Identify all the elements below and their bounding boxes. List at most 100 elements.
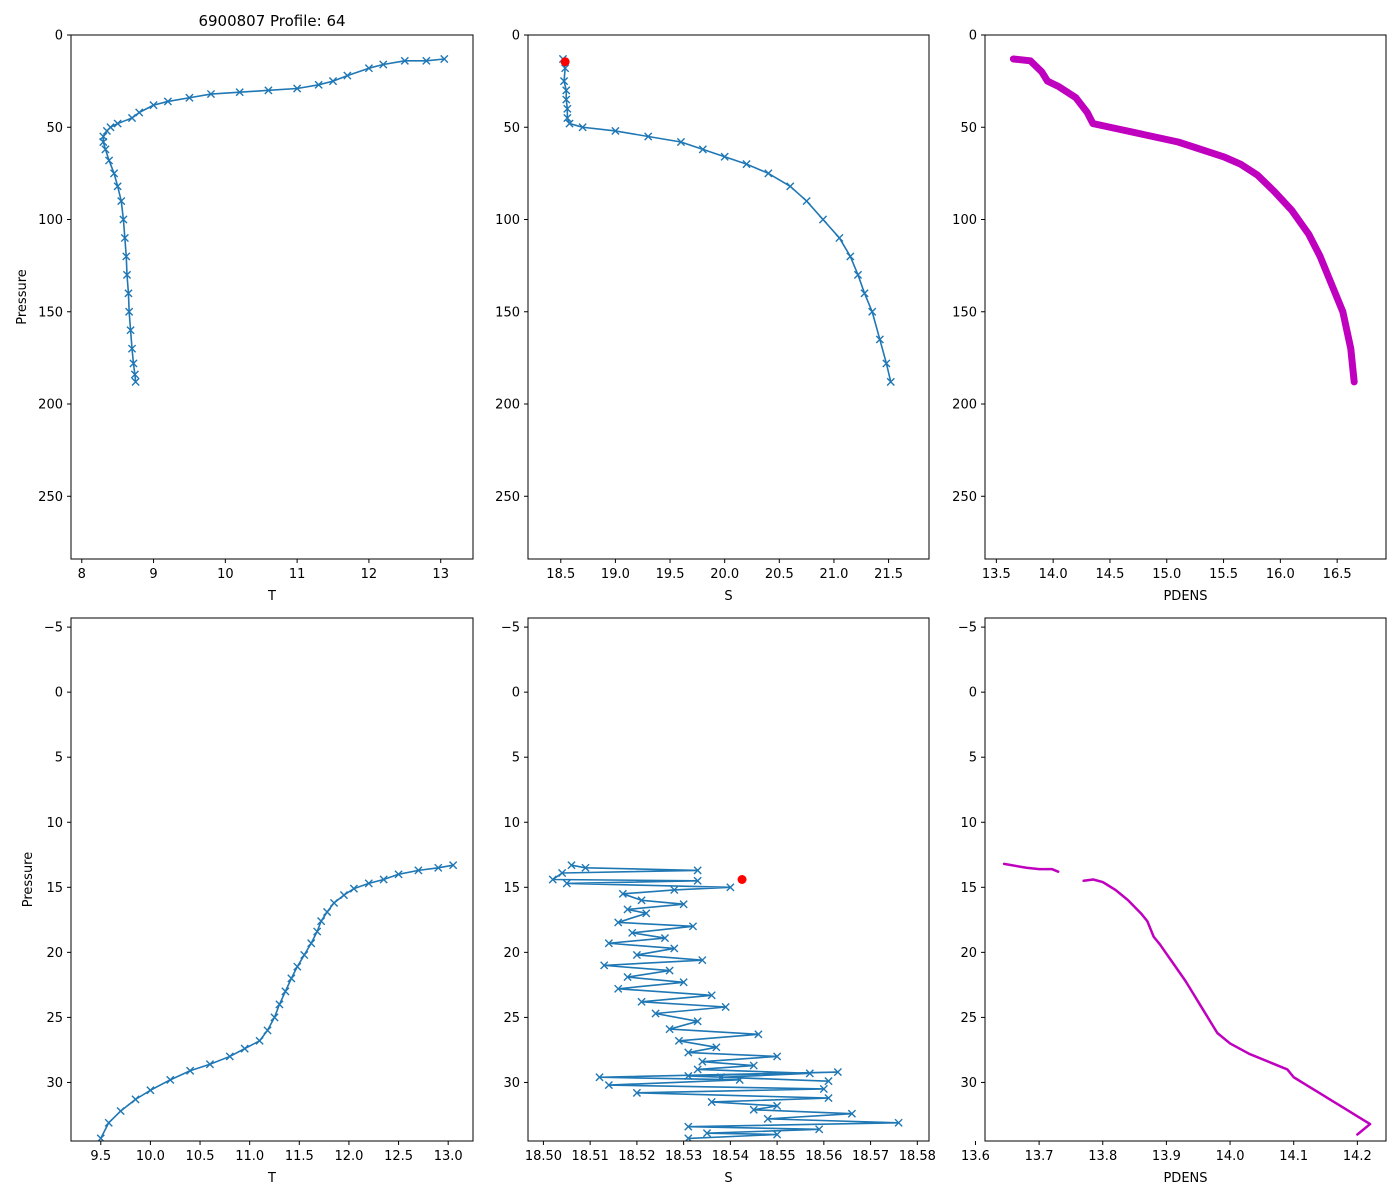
y-tick-label: −5 — [958, 621, 977, 636]
data-point — [313, 927, 322, 936]
data-point — [135, 108, 144, 117]
data-point — [205, 1060, 215, 1069]
data-point — [122, 252, 131, 261]
x-tick-label: 18.51 — [572, 1149, 609, 1164]
data-point — [562, 879, 571, 888]
data-point — [314, 80, 323, 89]
data-point — [618, 889, 627, 898]
data-point — [379, 60, 388, 69]
y-tick-label: 200 — [952, 398, 977, 413]
data-point — [726, 883, 735, 892]
panel-top-T: 8 9 10 11 12 13 0 50 100 150 200 250 T Pressure 690080… — [15, 12, 474, 604]
data-point — [698, 145, 707, 154]
y-tick-label: 0 — [969, 686, 977, 701]
x-tick-label: 13.8 — [1088, 1149, 1117, 1164]
data-point — [853, 270, 863, 279]
data-point — [329, 898, 339, 908]
axes-frame — [527, 34, 930, 560]
series-line-s — [562, 58, 892, 383]
y-tick-label: 100 — [952, 213, 977, 228]
data-point — [563, 113, 572, 123]
plot-area — [548, 861, 903, 1141]
data-point — [562, 95, 571, 104]
data-point — [773, 1052, 782, 1061]
x-tick-label: 13.9 — [1152, 1149, 1181, 1164]
x-axis-label: T — [267, 589, 276, 604]
data-point — [637, 896, 646, 905]
data-point — [716, 1073, 726, 1082]
data-point — [882, 359, 891, 368]
axes-frame — [984, 34, 1387, 560]
plot-area — [99, 54, 449, 386]
data-point — [440, 54, 449, 64]
data-point — [322, 907, 332, 917]
data-point — [632, 1088, 641, 1097]
data-point — [847, 1109, 856, 1118]
x-tick-label: 13.0 — [434, 1149, 463, 1164]
data-point — [693, 876, 702, 885]
data-point — [185, 93, 194, 102]
data-point — [707, 991, 716, 1000]
data-point — [449, 861, 458, 870]
highlight-point — [560, 57, 570, 67]
data-point — [637, 997, 646, 1006]
x-tick-label: 12.0 — [334, 1149, 363, 1164]
panel-bottom-S: 18.50 18.51 18.52 18.53 18.54 18.55 18.56 18.57… — [501, 617, 936, 1186]
data-point — [225, 1052, 234, 1061]
data-point — [735, 1075, 744, 1084]
y-tick-label: 20 — [46, 946, 63, 961]
y-tick-label: 20 — [960, 946, 977, 961]
data-point — [270, 1013, 279, 1022]
data-point — [819, 1084, 828, 1094]
data-point — [698, 1057, 707, 1066]
data-point — [773, 1130, 782, 1139]
data-point — [707, 1097, 716, 1107]
data-point — [565, 119, 574, 128]
data-point — [763, 1114, 772, 1123]
data-point — [623, 905, 632, 914]
y-axis-label: Pressure — [21, 852, 36, 908]
y-tick-label: 200 — [495, 398, 520, 413]
data-point — [749, 1061, 758, 1070]
panel-top-S: 18.5 19.0 19.5 20.0 20.5 21.0 21.5 0 50 100 150 200… — [495, 29, 930, 604]
y-tick-label: 250 — [38, 490, 63, 505]
data-point — [422, 56, 431, 65]
data-point — [317, 917, 326, 926]
data-point — [126, 326, 135, 335]
x-tick-label: 14.5 — [1095, 567, 1124, 582]
y-tick-label: 150 — [952, 305, 977, 320]
data-point — [632, 950, 641, 960]
panel-bottom-PDENS: 13.6 13.7 13.8 13.9 14.0 14.1 14.2 −5 0 5 10 15 20 25… — [958, 617, 1387, 1186]
y-tick-label: 100 — [495, 213, 520, 228]
data-point — [343, 71, 352, 80]
y-tick-label: −5 — [501, 621, 520, 636]
data-point — [127, 344, 137, 353]
x-tick-label: 16.5 — [1323, 567, 1352, 582]
y-tick-label: 30 — [46, 1076, 63, 1091]
data-point — [684, 1071, 693, 1081]
data-point — [614, 984, 623, 993]
data-point — [604, 939, 613, 948]
data-point — [802, 196, 811, 206]
data-point — [104, 1118, 113, 1127]
y-tick-label: 0 — [55, 29, 63, 44]
data-point — [835, 233, 844, 243]
data-point — [749, 1105, 758, 1114]
x-tick-label: 11.0 — [235, 1149, 264, 1164]
x-tick-label: 15.0 — [1152, 567, 1181, 582]
data-point — [255, 1036, 264, 1045]
data-point — [307, 939, 316, 948]
data-point — [300, 950, 309, 960]
data-point — [644, 132, 653, 141]
data-point — [166, 1075, 175, 1084]
x-axis-label: PDENS — [1163, 589, 1207, 604]
data-point — [679, 978, 688, 987]
data-point — [679, 900, 688, 909]
data-point — [122, 270, 132, 279]
x-tick-label: 21.5 — [874, 567, 903, 582]
data-point — [127, 113, 137, 123]
data-point — [129, 359, 138, 368]
x-tick-label: 19.5 — [656, 567, 685, 582]
data-point — [264, 86, 273, 95]
data-point — [721, 1002, 730, 1012]
